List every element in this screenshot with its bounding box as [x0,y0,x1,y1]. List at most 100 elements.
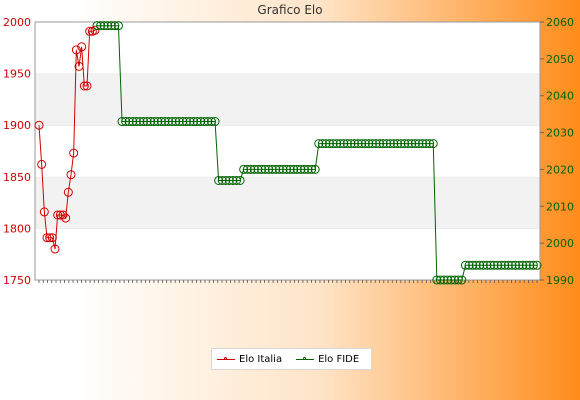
data-point-elo-italia [85,26,95,36]
data-point-elo-fide [453,275,463,285]
data-point-elo-fide [117,117,127,127]
data-point-elo-fide [367,139,377,149]
data-point-elo-fide [178,117,188,127]
data-point-elo-fide [389,139,399,149]
data-point-elo-fide [332,139,342,149]
data-point-elo-fide [139,117,149,127]
data-point-elo-fide [206,117,216,127]
data-point-elo-fide [314,139,324,149]
data-point-elo-italia [82,81,92,91]
data-point-elo-fide [303,164,313,174]
data-point-elo-fide [149,117,159,127]
data-point-elo-fide [285,164,295,174]
right-tick-label: 2050 [546,53,574,66]
data-point-elo-fide [443,275,453,285]
data-point-elo-fide [360,139,370,149]
data-point-elo-fide [503,260,513,270]
data-point-elo-fide [350,139,360,149]
data-point-elo-fide [113,21,123,31]
data-point-elo-fide [214,175,224,185]
data-point-elo-fide [296,164,306,174]
data-point-elo-fide [528,260,538,270]
data-point-elo-italia [55,210,65,220]
data-point-elo-fide [400,139,410,149]
data-point-elo-fide [257,164,267,174]
left-tick-label: 1750 [3,274,31,287]
data-point-elo-fide [242,164,252,174]
data-point-elo-fide [342,139,352,149]
left-tick-label: 1850 [3,171,31,184]
data-point-elo-fide [282,164,292,174]
data-point-elo-fide [128,117,138,127]
data-point-elo-italia [79,81,89,91]
data-point-elo-fide [392,139,402,149]
data-point-elo-fide [418,139,428,149]
right-axis: 1990 2000 2010 2020 2030 2040 2050 2060 [540,16,574,287]
left-tick-label: 2000 [3,16,31,29]
data-point-elo-fide [335,139,345,149]
data-point-elo-fide [328,139,338,149]
data-point-elo-italia [61,213,71,223]
data-point-elo-italia [53,210,63,220]
data-point-elo-fide [414,139,424,149]
data-point-elo-italia [34,120,44,130]
data-point-elo-fide [371,139,381,149]
data-point-elo-fide [160,117,170,127]
legend-label-elo-italia: Elo Italia [239,353,283,365]
chart-title: Grafico Elo [257,3,323,17]
right-tick-label: 2030 [546,127,574,140]
data-point-elo-fide [221,175,231,185]
data-point-elo-fide [185,117,195,127]
left-axis: 1750 1800 1850 1900 1950 2000 [3,16,31,287]
chart-legend: Elo Italia Elo FIDE [211,348,372,370]
grid-band [35,228,540,280]
series-layer [34,21,542,285]
data-point-elo-fide [385,139,395,149]
data-point-elo-fide [131,117,141,127]
left-tick-label: 1950 [3,68,31,81]
data-point-elo-fide [432,275,442,285]
data-point-elo-fide [217,175,227,185]
legend-swatch-elo-fide [296,354,315,364]
data-point-elo-fide [142,117,152,127]
data-point-elo-fide [525,260,535,270]
data-point-elo-fide [521,260,531,270]
right-tick-label: 2010 [546,200,574,213]
data-point-elo-fide [174,117,184,127]
data-point-elo-fide [482,260,492,270]
data-point-elo-fide [292,164,302,174]
data-point-elo-fide [203,117,213,127]
data-point-elo-fide [310,164,320,174]
data-point-elo-fide [264,164,274,174]
data-point-elo-fide [274,164,284,174]
data-point-elo-fide [382,139,392,149]
data-point-elo-fide [267,164,277,174]
data-point-elo-fide [457,275,467,285]
left-tick-label: 1900 [3,119,31,132]
data-point-elo-fide [278,164,288,174]
data-point-elo-fide [407,139,417,149]
data-point-elo-fide [96,21,106,31]
data-point-elo-fide [378,139,388,149]
data-point-elo-fide [346,139,356,149]
data-point-elo-fide [511,260,521,270]
data-point-elo-fide [156,117,166,127]
data-point-elo-fide [196,117,206,127]
data-point-elo-fide [439,275,449,285]
data-point-elo-fide [271,164,281,174]
data-point-elo-fide [514,260,524,270]
legend-swatch-elo-italia [217,354,235,364]
data-point-elo-fide [110,21,120,31]
right-tick-label: 2040 [546,90,574,103]
data-point-elo-fide [199,117,209,127]
data-point-elo-fide [171,117,181,127]
data-point-elo-italia [74,61,84,71]
data-point-elo-fide [210,117,220,127]
data-point-elo-fide [468,260,478,270]
data-point-elo-fide [92,21,102,31]
data-point-elo-fide [353,139,363,149]
data-point-elo-fide [99,21,109,31]
data-point-elo-fide [435,275,445,285]
right-tick-label: 1990 [546,274,574,287]
series-elo-italia [34,25,100,254]
